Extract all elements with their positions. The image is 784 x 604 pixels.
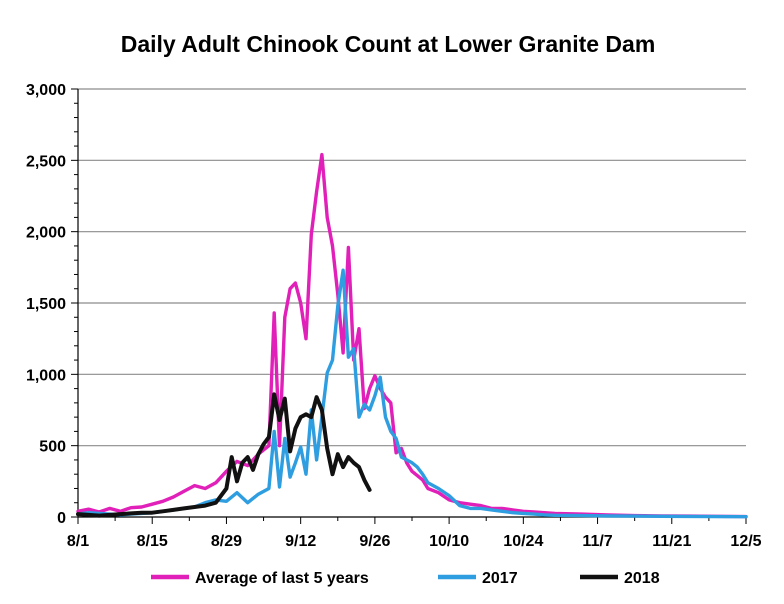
x-tick-label: 8/29 [211, 533, 242, 550]
x-tick-label: 11/21 [652, 533, 691, 550]
y-tick-label: 0 [57, 510, 66, 527]
y-tick-label: 2,000 [26, 225, 66, 242]
series-line-2018 [76, 392, 372, 518]
y-tick-label: 500 [39, 439, 66, 456]
series-line-average [76, 152, 748, 519]
x-tick-label: 8/1 [67, 533, 89, 550]
legend-label: 2017 [482, 570, 518, 587]
y-axis: 0 500 1,000 1,500 2,000 2,500 3,000 [26, 82, 79, 527]
x-tick-label: 9/26 [359, 533, 390, 550]
x-tick-label: 8/15 [137, 533, 168, 550]
y-tick-label: 1,000 [26, 367, 66, 384]
x-tick-label: 10/24 [503, 533, 543, 550]
x-tick-label: 10/10 [429, 533, 469, 550]
x-tick-label: 12/5 [730, 533, 761, 550]
y-tick-label: 3,000 [26, 82, 66, 99]
legend-label: Average of last 5 years [195, 570, 369, 587]
y-tick-label: 1,500 [26, 296, 66, 313]
legend: Average of last 5 years 2017 2018 [151, 570, 660, 587]
series-line-2017 [76, 268, 748, 519]
x-tick-label: 11/7 [582, 533, 612, 550]
gridlines [78, 88, 746, 447]
chart-title: Daily Adult Chinook Count at Lower Grani… [121, 31, 656, 57]
plot-area [76, 152, 748, 519]
y-tick-label: 2,500 [26, 153, 66, 170]
legend-label: 2018 [624, 570, 660, 587]
x-tick-label: 9/12 [285, 533, 316, 550]
x-axis: 8/1 8/15 8/29 9/12 9/26 10/10 10/24 11/7 11/21 12… [67, 516, 762, 550]
